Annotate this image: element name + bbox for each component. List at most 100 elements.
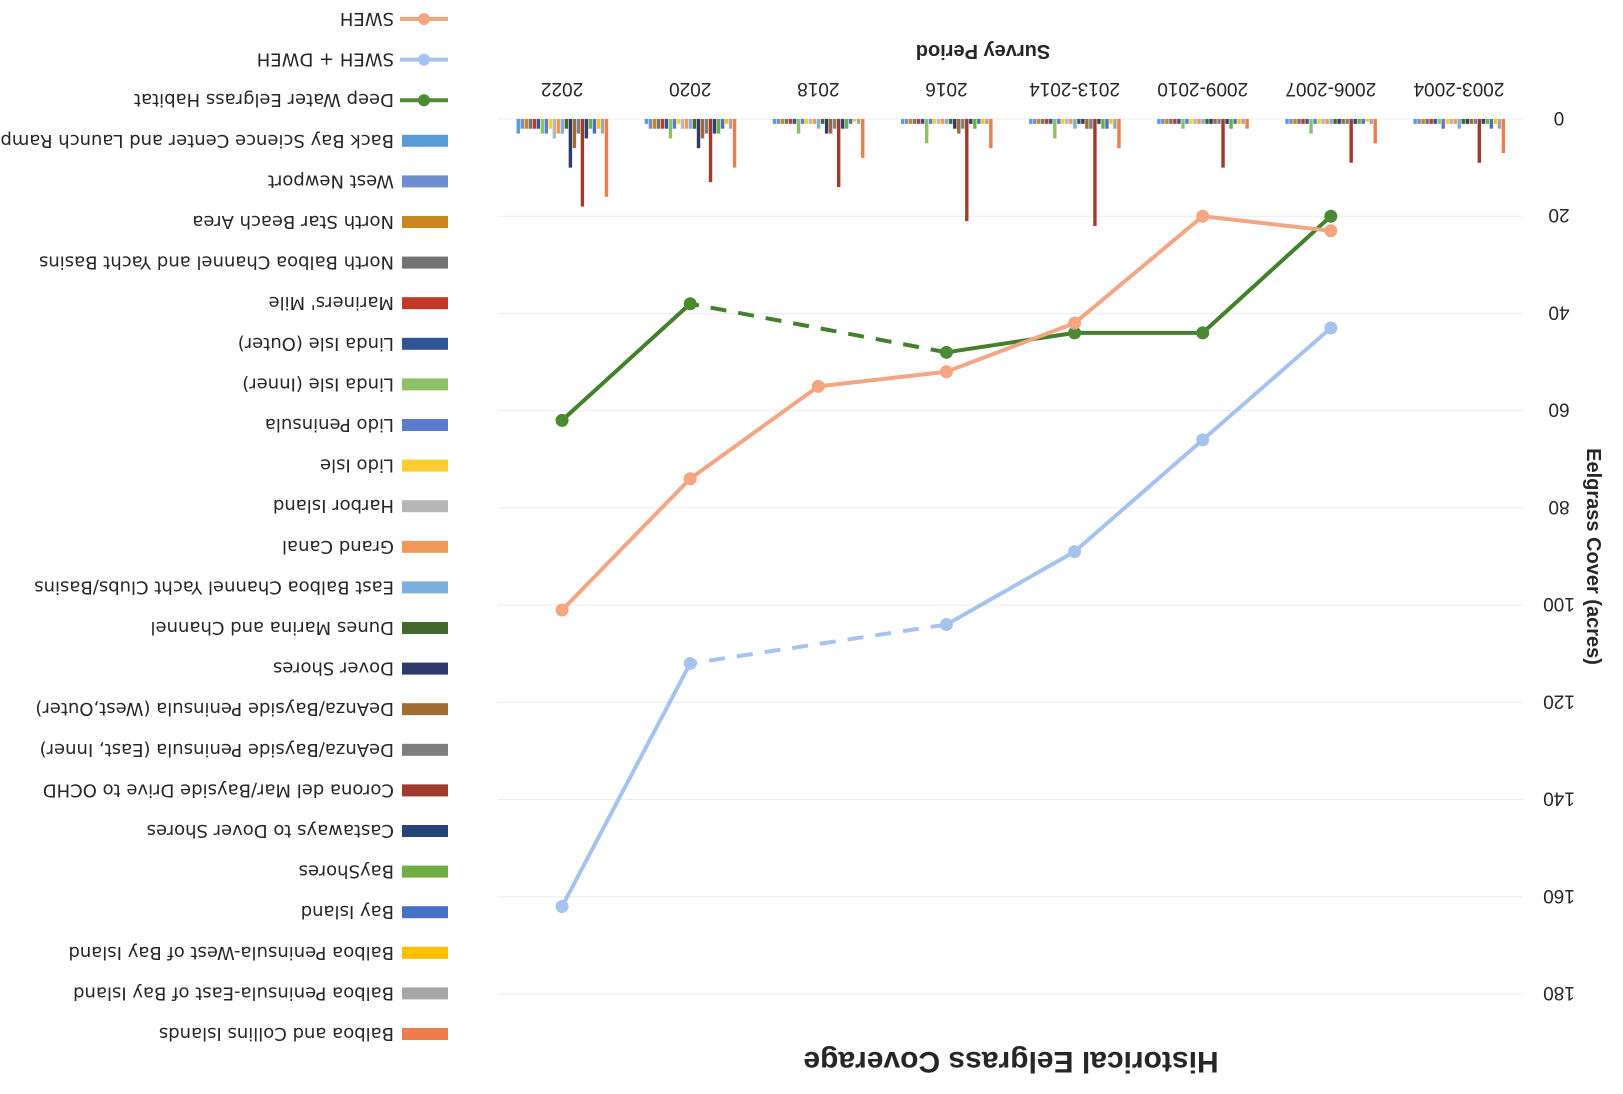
point-sweh-2022 bbox=[555, 603, 569, 617]
bars bbox=[516, 119, 1506, 226]
x-tick-2016: 2016 bbox=[925, 78, 967, 99]
bar-west-newport-2018 bbox=[776, 119, 781, 124]
bar-west-newport-2020 bbox=[648, 119, 653, 129]
point-sweh-2006-2007 bbox=[1324, 224, 1338, 238]
point-deep-water-eelgrass-habitat-2009-2010 bbox=[1196, 326, 1210, 340]
bar-east-balboa-channel-yacht-clubs-basins-2018 bbox=[816, 119, 821, 129]
bar-bayshores-2009-2010 bbox=[1229, 119, 1233, 129]
point-deep-water-eelgrass-habitat-2022 bbox=[555, 413, 569, 427]
legend-swatch-north-star-beach-area bbox=[402, 216, 448, 228]
bar-dover-shores-2018 bbox=[824, 119, 829, 134]
legend-swatch-deanza-bayside-peninsula-west-outer bbox=[402, 703, 448, 716]
y-tick-120: 120 bbox=[1543, 690, 1575, 711]
bar-bay-island-2009-2010 bbox=[1233, 119, 1237, 124]
legend-swatch-balboa-peninsula-east-of-bay-island bbox=[402, 987, 448, 1000]
bar-lido-peninsula-2009-2010 bbox=[1185, 119, 1189, 124]
x-tick-2020: 2020 bbox=[669, 78, 711, 99]
bar-bayshores-2020 bbox=[716, 119, 721, 134]
legend-label-sweh-dweh: SWEH + DWEH bbox=[257, 49, 394, 70]
bar-deanza-bayside-peninsula-west-outer-2006-2007 bbox=[1341, 119, 1345, 124]
y-tick-80: 80 bbox=[1548, 496, 1569, 517]
bar-bayshores-2013-2014 bbox=[1101, 119, 1105, 129]
legend-swatch-lido-isle bbox=[402, 459, 448, 472]
bar-west-newport-2022 bbox=[520, 119, 524, 129]
bar-north-balboa-channel-and-yacht-basins-2003-2004 bbox=[1425, 119, 1429, 124]
bar-linda-isle-inner-2016 bbox=[924, 119, 929, 144]
bar-mariners-mile-2020 bbox=[660, 119, 665, 129]
bar-balboa-and-collins-islands-2018 bbox=[861, 119, 865, 158]
bar-dunes-marina-and-channel-2013-2014 bbox=[1077, 119, 1081, 124]
bar-deanza-bayside-peninsula-west-outer-2013-2014 bbox=[1085, 119, 1089, 129]
y-tick-180: 180 bbox=[1543, 982, 1575, 1003]
line-deep-water-eelgrass-habitat-dashed-4-6 bbox=[689, 301, 947, 355]
bar-dover-shores-2022 bbox=[568, 119, 573, 168]
bar-linda-isle-outer-2022 bbox=[536, 119, 541, 129]
bar-castaways-to-dover-shores-2018 bbox=[840, 119, 845, 129]
bar-balboa-peninsula-west-of-bay-island-2013-2014 bbox=[1109, 119, 1113, 124]
y-tick-100: 100 bbox=[1543, 593, 1575, 614]
line-sweh-dweh-segment-3 bbox=[944, 549, 1077, 627]
bar-linda-isle-outer-2006-2007 bbox=[1305, 119, 1309, 124]
bar-east-balboa-channel-yacht-clubs-basins-2013-2014 bbox=[1073, 119, 1077, 129]
bar-grand-canal-2006-2007 bbox=[1325, 119, 1329, 124]
bar-west-newport-2006-2007 bbox=[1289, 119, 1293, 124]
legend-label-bayshores: BayShores bbox=[299, 861, 394, 882]
bar-corona-del-mar-bayside-drive-to-ochd-2016 bbox=[965, 119, 969, 222]
legend-label-deanza-bayside-peninsula-east-inner: DeAnza/Bayside Peninsula (East, Inner) bbox=[40, 739, 394, 760]
line-sweh-segment-2 bbox=[1072, 214, 1205, 326]
legend-label-deep-water-eelgrass-habitat: Deep Water Eelgrass Habitat bbox=[134, 89, 394, 110]
point-deep-water-eelgrass-habitat-2006-2007 bbox=[1324, 209, 1338, 223]
legend-swatch-castaways-to-dover-shores bbox=[402, 825, 448, 837]
bar-linda-isle-inner-2020 bbox=[668, 119, 673, 139]
x-tick-2022: 2022 bbox=[541, 78, 583, 99]
legend-label-harbor-island: Harbor Island bbox=[273, 495, 394, 516]
point-sweh-dweh-2022 bbox=[555, 900, 569, 913]
legend-label-corona-del-mar-bayside-drive-to-ochd: Corona del Mar/Bayside Drive to OCHD bbox=[43, 779, 394, 800]
bar-bay-island-2013-2014 bbox=[1105, 119, 1109, 129]
bar-balboa-peninsula-west-of-bay-island-2018 bbox=[853, 119, 857, 122]
bar-grand-canal-2022 bbox=[556, 119, 561, 134]
bar-linda-isle-inner-2018 bbox=[796, 119, 801, 134]
bar-north-balboa-channel-and-yacht-basins-2006-2007 bbox=[1297, 119, 1301, 124]
bar-mariners-mile-2018 bbox=[788, 119, 793, 124]
bar-mariners-mile-2009-2010 bbox=[1173, 119, 1177, 124]
bar-mariners-mile-2022 bbox=[532, 119, 536, 129]
point-sweh-2009-2010 bbox=[1196, 209, 1210, 223]
line-sweh-segment-6 bbox=[560, 476, 693, 612]
bar-north-balboa-channel-and-yacht-basins-2009-2010 bbox=[1169, 119, 1173, 124]
bar-deanza-bayside-peninsula-east-inner-2013-2014 bbox=[1089, 119, 1093, 129]
line-sweh-segment-3 bbox=[944, 321, 1077, 374]
y-axis-ticks: 0 20 40 60 80 100 120 140 160 180 bbox=[1543, 107, 1575, 1003]
bar-deanza-bayside-peninsula-east-inner-2006-2007 bbox=[1345, 119, 1349, 124]
legend-label-linda-isle-inner: Linda Isle (Inner) bbox=[242, 373, 394, 394]
bar-balboa-peninsula-east-of-bay-island-2016 bbox=[985, 119, 989, 124]
bar-lido-peninsula-2013-2014 bbox=[1057, 119, 1061, 124]
legend-swatch-linda-isle-inner bbox=[402, 378, 448, 391]
bar-north-balboa-channel-and-yacht-basins-2013-2014 bbox=[1041, 119, 1045, 124]
bar-balboa-peninsula-east-of-bay-island-2009-2010 bbox=[1241, 119, 1245, 124]
bar-north-star-beach-area-2009-2010 bbox=[1165, 119, 1169, 124]
bar-mariners-mile-2013-2014 bbox=[1045, 119, 1049, 124]
bar-dover-shores-2006-2007 bbox=[1337, 119, 1341, 124]
bar-corona-del-mar-bayside-drive-to-ochd-2006-2007 bbox=[1349, 119, 1353, 163]
legend-swatch-linda-isle-outer bbox=[402, 337, 448, 350]
legend-swatch-dover-shores bbox=[402, 662, 448, 675]
legend-swatch-back-bay-science-center-and-launch-ramp bbox=[402, 134, 448, 147]
bar-lido-peninsula-2016 bbox=[928, 119, 933, 124]
bar-balboa-peninsula-east-of-bay-island-2022 bbox=[600, 119, 605, 134]
legend-marker-deep-water-eelgrass-habitat bbox=[418, 94, 430, 107]
legend-swatch-corona-del-mar-bayside-drive-to-ochd bbox=[402, 784, 448, 797]
bar-lido-peninsula-2020 bbox=[672, 119, 677, 129]
bar-balboa-peninsula-west-of-bay-island-2003-2004 bbox=[1493, 119, 1498, 124]
legend-swatch-balboa-peninsula-west-of-bay-island bbox=[402, 946, 448, 959]
bar-dunes-marina-and-channel-2009-2010 bbox=[1205, 119, 1209, 124]
bar-balboa-and-collins-islands-2022 bbox=[604, 119, 609, 197]
bar-lido-peninsula-2003-2004 bbox=[1441, 119, 1445, 129]
bar-bayshores-2003-2004 bbox=[1485, 119, 1490, 124]
point-sweh-dweh-2013-2014 bbox=[1068, 545, 1082, 559]
line-sweh-segment-5 bbox=[688, 384, 821, 481]
bar-bay-island-2016 bbox=[977, 119, 981, 124]
legend-label-sweh: SWEH bbox=[340, 8, 394, 29]
bar-balboa-peninsula-east-of-bay-island-2006-2007 bbox=[1369, 119, 1373, 124]
bar-balboa-peninsula-west-of-bay-island-2022 bbox=[596, 119, 601, 129]
